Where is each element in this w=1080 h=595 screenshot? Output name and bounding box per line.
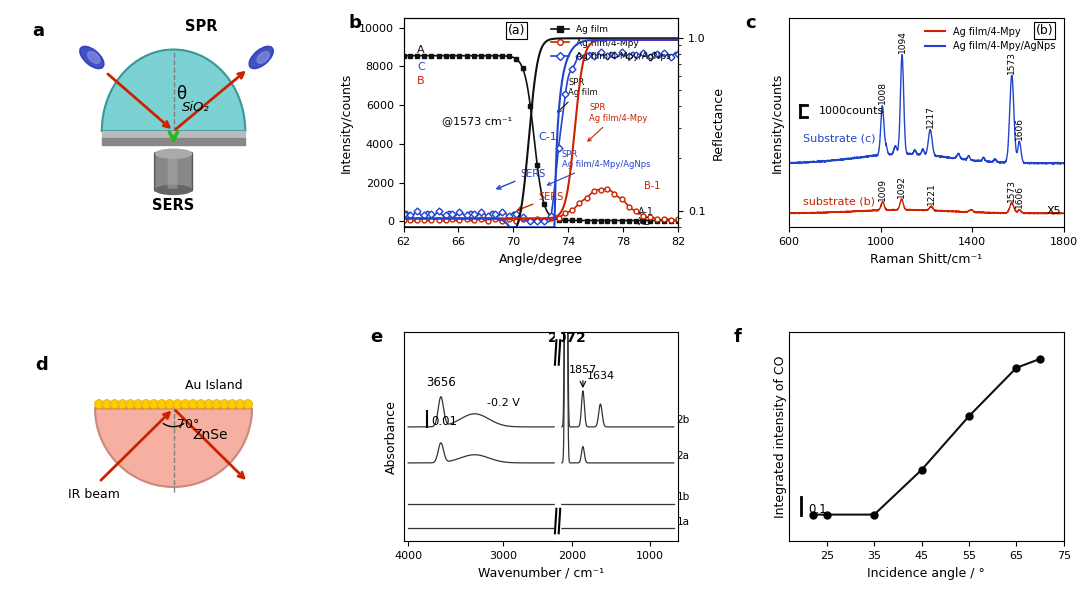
Y-axis label: Reflectance: Reflectance xyxy=(712,86,725,159)
Text: 1000counts: 1000counts xyxy=(819,107,883,117)
Text: C: C xyxy=(417,62,426,72)
Circle shape xyxy=(118,400,127,409)
X-axis label: Angle/degree: Angle/degree xyxy=(499,252,583,265)
Text: 1221: 1221 xyxy=(927,183,935,205)
Y-axis label: Intensity/counts: Intensity/counts xyxy=(770,73,783,173)
Circle shape xyxy=(197,400,205,409)
Legend: Ag film, Ag film/4-Mpy, Ag film/4-Mpy/AgNps: Ag film, Ag film/4-Mpy, Ag film/4-Mpy/Ag… xyxy=(549,23,674,64)
Text: e: e xyxy=(370,328,382,346)
Text: X5: X5 xyxy=(1047,206,1062,217)
Ellipse shape xyxy=(87,52,100,63)
Text: 1634: 1634 xyxy=(586,371,615,381)
Text: (a): (a) xyxy=(508,24,526,37)
Text: A-1: A-1 xyxy=(637,206,653,217)
Text: 1857: 1857 xyxy=(569,365,597,375)
Circle shape xyxy=(158,400,166,409)
Text: SPR: SPR xyxy=(185,20,218,35)
Circle shape xyxy=(125,400,135,409)
Text: Au Island: Au Island xyxy=(185,380,243,392)
Ellipse shape xyxy=(249,46,273,68)
Circle shape xyxy=(94,400,104,409)
Circle shape xyxy=(165,400,174,409)
Text: SERS: SERS xyxy=(517,192,564,211)
Text: 0.1: 0.1 xyxy=(808,503,826,516)
Circle shape xyxy=(220,400,229,409)
Ellipse shape xyxy=(156,149,191,158)
Text: X5: X5 xyxy=(637,217,651,227)
Circle shape xyxy=(243,400,253,409)
Circle shape xyxy=(110,400,119,409)
Text: B-1: B-1 xyxy=(644,180,661,190)
Legend: Ag film/4-Mpy, Ag film/4-Mpy/AgNps: Ag film/4-Mpy, Ag film/4-Mpy/AgNps xyxy=(921,23,1058,55)
Text: 1606: 1606 xyxy=(1015,186,1024,208)
Circle shape xyxy=(141,400,151,409)
Text: B: B xyxy=(417,76,424,86)
X-axis label: Wavenumber / cm⁻¹: Wavenumber / cm⁻¹ xyxy=(478,566,604,580)
X-axis label: Incidence angle / °: Incidence angle / ° xyxy=(867,566,985,580)
Polygon shape xyxy=(102,49,245,131)
FancyBboxPatch shape xyxy=(167,155,177,189)
Text: A: A xyxy=(417,45,424,55)
FancyBboxPatch shape xyxy=(154,152,192,191)
X-axis label: Raman Shitt/cm⁻¹: Raman Shitt/cm⁻¹ xyxy=(870,252,983,265)
Text: 1573: 1573 xyxy=(1008,180,1016,202)
Circle shape xyxy=(204,400,214,409)
Text: 1008: 1008 xyxy=(878,81,887,104)
Text: 2b: 2b xyxy=(676,415,690,425)
Text: SPR
Ag film/4-Mpy: SPR Ag film/4-Mpy xyxy=(588,103,647,141)
Text: ZnSe: ZnSe xyxy=(192,428,228,442)
Text: IR beam: IR beam xyxy=(68,488,120,502)
Text: -0.2 V: -0.2 V xyxy=(487,397,519,408)
Text: SiO₂: SiO₂ xyxy=(181,101,210,114)
Text: SPR
Ag film: SPR Ag film xyxy=(557,78,598,112)
Text: d: d xyxy=(35,356,48,374)
Text: b: b xyxy=(349,14,362,32)
Text: substrate (b): substrate (b) xyxy=(802,196,875,206)
Text: 1217: 1217 xyxy=(926,105,934,128)
Text: θ: θ xyxy=(176,85,187,104)
Text: 1606: 1606 xyxy=(1015,117,1024,140)
Circle shape xyxy=(149,400,159,409)
Ellipse shape xyxy=(156,186,191,195)
Text: 1573: 1573 xyxy=(1008,51,1016,74)
Bar xyxy=(555,332,559,541)
Text: 1009: 1009 xyxy=(878,178,887,201)
Text: C-1: C-1 xyxy=(538,132,557,142)
Text: 1a: 1a xyxy=(676,516,689,527)
Text: f: f xyxy=(734,328,742,346)
Text: @1573 cm⁻¹: @1573 cm⁻¹ xyxy=(442,117,512,127)
Y-axis label: Absorbance: Absorbance xyxy=(384,400,397,474)
Y-axis label: Intensity/counts: Intensity/counts xyxy=(340,73,353,173)
Text: 2a: 2a xyxy=(676,451,689,461)
Text: c: c xyxy=(745,14,756,32)
Circle shape xyxy=(134,400,143,409)
Text: 1b: 1b xyxy=(676,492,690,502)
Text: (b): (b) xyxy=(1036,24,1053,37)
Text: SERS: SERS xyxy=(497,169,545,189)
Ellipse shape xyxy=(257,52,269,63)
Text: 2072: 2072 xyxy=(548,331,586,345)
Ellipse shape xyxy=(80,46,104,68)
Text: 1094: 1094 xyxy=(897,30,906,54)
Polygon shape xyxy=(95,409,252,487)
Text: SPR
Ag film/4-Mpy/AgNps: SPR Ag film/4-Mpy/AgNps xyxy=(548,150,650,185)
Text: 3656: 3656 xyxy=(426,376,456,389)
Circle shape xyxy=(173,400,183,409)
Circle shape xyxy=(180,400,190,409)
Y-axis label: Integrated intensity of CO: Integrated intensity of CO xyxy=(774,355,787,518)
Text: SERS: SERS xyxy=(152,198,194,214)
Circle shape xyxy=(212,400,221,409)
Text: 1092: 1092 xyxy=(897,176,906,198)
Circle shape xyxy=(103,400,111,409)
Text: Substrate (c): Substrate (c) xyxy=(802,133,875,143)
Text: a: a xyxy=(32,22,44,40)
Circle shape xyxy=(228,400,237,409)
Circle shape xyxy=(189,400,198,409)
Text: 0.01: 0.01 xyxy=(431,415,457,428)
Text: 70°: 70° xyxy=(177,418,200,431)
Circle shape xyxy=(235,400,245,409)
